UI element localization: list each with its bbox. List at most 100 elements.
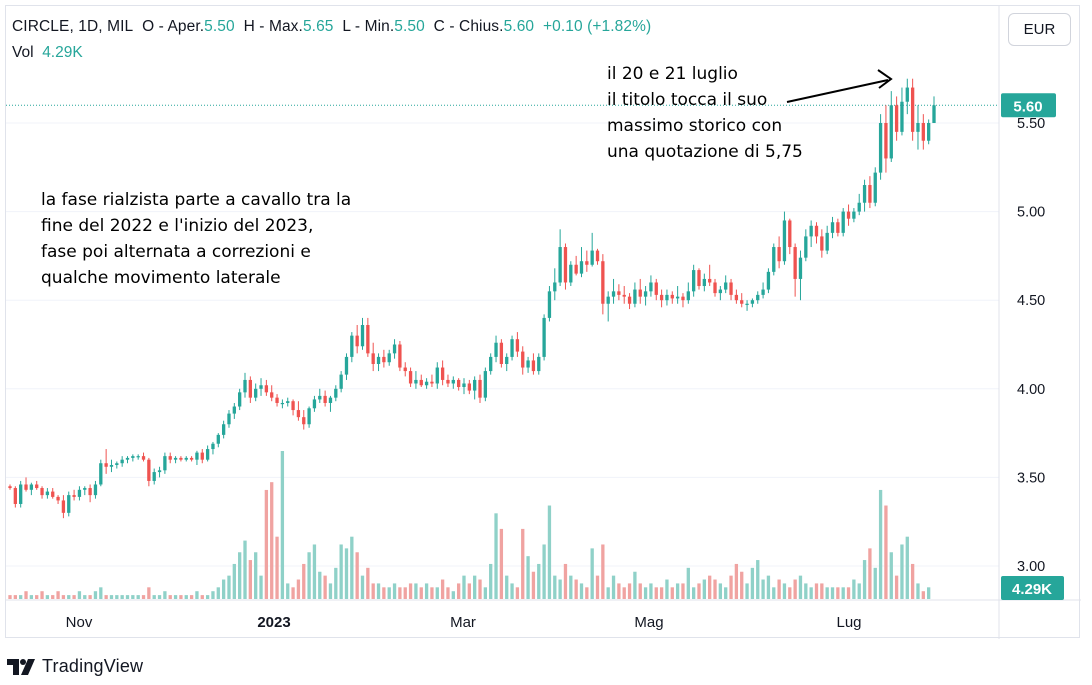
candle	[328, 395, 333, 412]
volume-bar	[29, 595, 34, 599]
candle	[494, 335, 498, 363]
volume-bar	[627, 583, 632, 599]
volume-bar	[403, 587, 407, 599]
volume-bar	[873, 567, 877, 599]
candle	[462, 378, 466, 395]
candle-body	[611, 291, 616, 297]
candle-body	[238, 392, 242, 407]
candle	[35, 480, 39, 490]
candle	[56, 495, 60, 504]
volume-bar	[141, 595, 146, 599]
candle-body	[558, 247, 562, 283]
candle	[611, 278, 616, 304]
volume-bar	[478, 579, 482, 599]
candle-body	[125, 457, 130, 460]
candle-body	[275, 397, 279, 403]
candle-body	[900, 101, 904, 132]
candle-body	[756, 294, 760, 301]
candle-body	[195, 452, 199, 460]
candle	[574, 255, 578, 276]
candle-body	[553, 282, 557, 292]
candle	[873, 167, 877, 207]
candle-body	[563, 247, 568, 283]
tradingview-logo[interactable]: TradingView	[6, 656, 143, 677]
candle-body	[788, 220, 792, 248]
volume-bar	[168, 595, 172, 599]
candle-body	[189, 457, 194, 460]
candlestick-chart[interactable]: 3.00 3.50 4.00 4.50 5.00 5.50 Nov 2023 Mar Mag Lug…	[6, 6, 1081, 639]
candle	[414, 371, 418, 389]
candle	[254, 383, 258, 402]
candle-body	[312, 399, 317, 409]
candle	[387, 349, 391, 366]
volume-bar	[13, 595, 17, 599]
candle-body	[814, 225, 819, 237]
candle	[478, 374, 482, 403]
candle	[697, 268, 701, 290]
candle	[670, 291, 674, 304]
chart-frame: 3.00 3.50 4.00 4.50 5.00 5.50 Nov 2023 Mar Mag Lug…	[5, 5, 1081, 639]
candle-body	[61, 500, 66, 513]
volume-bar	[392, 583, 397, 599]
candle-body	[307, 408, 311, 425]
candle	[45, 488, 50, 499]
candle	[894, 96, 899, 141]
candle	[99, 459, 103, 487]
candle	[355, 325, 359, 354]
volume-bar	[900, 544, 904, 599]
currency-button[interactable]: EUR	[1008, 13, 1071, 46]
candle-body	[921, 123, 925, 141]
candle	[248, 376, 253, 403]
candle	[862, 179, 867, 212]
candle-body	[72, 495, 76, 497]
volume-bar	[205, 595, 210, 599]
y-tick-label: 5.50	[1017, 116, 1045, 132]
candle	[83, 486, 87, 496]
candle	[601, 254, 605, 315]
candle	[521, 346, 525, 375]
volume-bar	[905, 536, 909, 599]
candle-body	[382, 356, 386, 363]
volume-bar	[51, 595, 55, 599]
candle-body	[398, 344, 402, 368]
candle	[307, 406, 311, 428]
candle	[489, 353, 493, 375]
legend-symbol[interactable]: CIRCLE	[12, 18, 70, 35]
volume-bar	[35, 595, 39, 599]
candle	[537, 353, 541, 375]
candle	[772, 243, 776, 276]
candle	[200, 449, 204, 464]
tradingview-logo-icon	[7, 658, 35, 675]
candle	[125, 456, 130, 464]
candle	[638, 278, 642, 304]
candle-body	[403, 367, 407, 372]
candle	[323, 390, 327, 407]
volume-bar	[280, 451, 285, 599]
candle	[809, 220, 813, 248]
volume-bar	[531, 571, 536, 599]
candle-body	[894, 105, 899, 132]
candle	[889, 91, 893, 162]
volume-bar	[916, 583, 920, 599]
candle-body	[579, 261, 584, 274]
candle-body	[291, 401, 295, 411]
candle	[467, 379, 471, 395]
candle	[205, 445, 210, 462]
candle	[788, 218, 792, 255]
candle	[152, 468, 156, 485]
candle-body	[585, 261, 589, 265]
candle	[841, 208, 845, 237]
volume-bar	[862, 560, 867, 599]
candle	[878, 114, 883, 180]
volume-bar	[670, 587, 674, 599]
candle-body	[318, 395, 322, 400]
candle-body	[221, 424, 226, 435]
candle	[275, 394, 279, 407]
volume-bar	[809, 587, 813, 599]
legend-low-label: L - Min.	[342, 18, 395, 35]
candle	[339, 371, 343, 393]
candle-body	[643, 291, 648, 297]
volume-bar	[302, 563, 306, 599]
candle	[585, 250, 589, 272]
candle	[8, 484, 12, 490]
